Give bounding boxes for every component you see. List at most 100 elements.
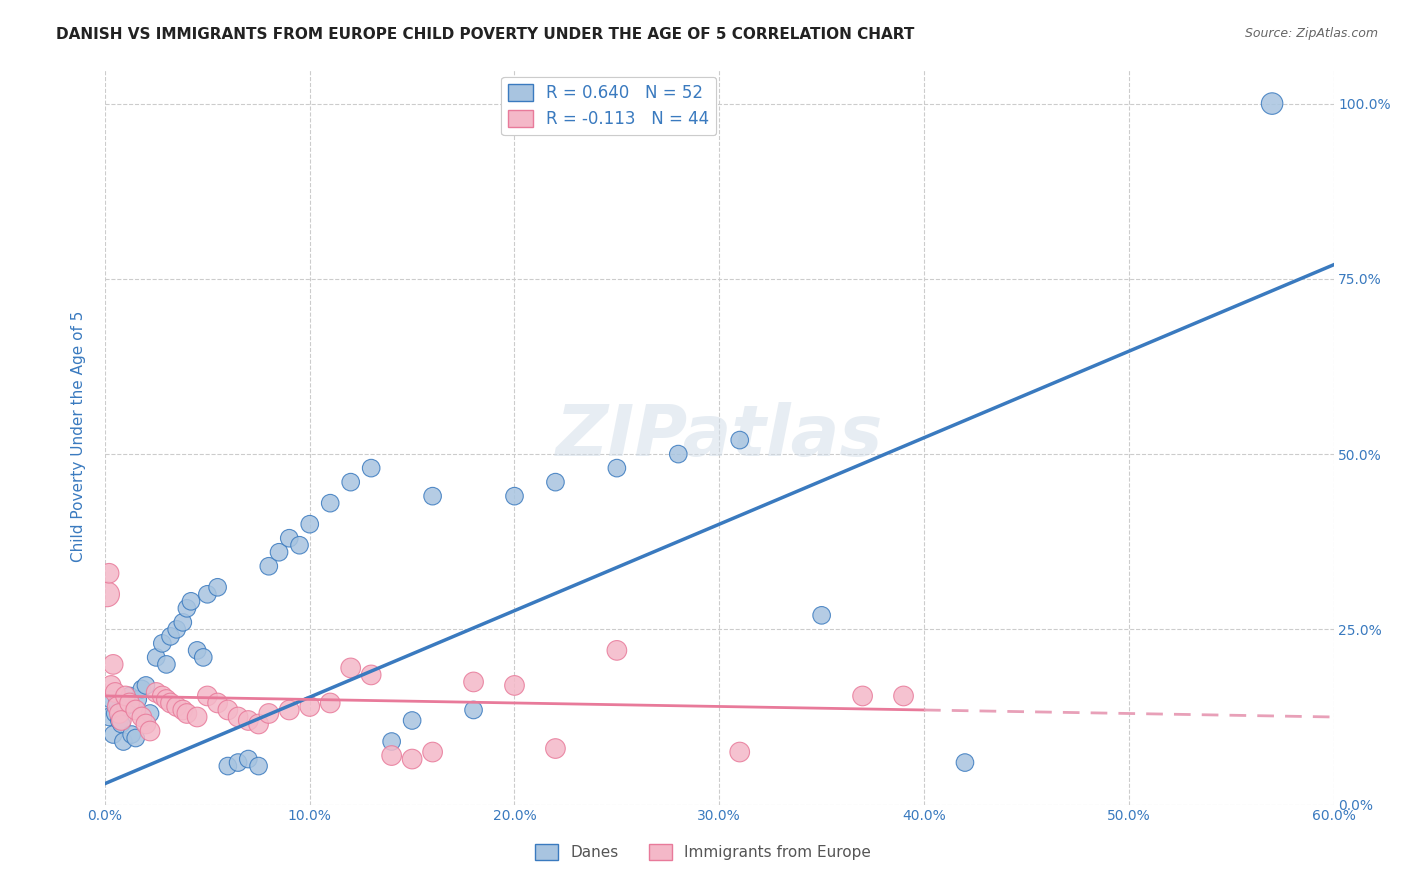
Point (110, 717, 132, 731)
Point (257, 559, 280, 574)
Point (172, 703, 194, 717)
Point (195, 587, 218, 601)
Point (544, 741, 567, 756)
Point (267, 545, 290, 559)
Point (257, 706, 280, 721)
Point (360, 461, 382, 475)
Point (238, 714, 260, 728)
Point (381, 748, 404, 763)
Point (131, 710, 153, 724)
Point (728, 745, 751, 759)
Point (108, 706, 131, 721)
Legend: Danes, Immigrants from Europe: Danes, Immigrants from Europe (529, 838, 877, 866)
Point (217, 703, 239, 717)
Point (422, 489, 444, 503)
Point (207, 580, 229, 594)
Point (503, 678, 526, 692)
Point (118, 689, 141, 703)
Point (114, 689, 136, 703)
Y-axis label: Child Poverty Under the Age of 5: Child Poverty Under the Age of 5 (72, 311, 86, 562)
Point (401, 752, 423, 766)
Point (186, 643, 208, 657)
Point (104, 685, 127, 699)
Point (105, 699, 128, 714)
Point (278, 703, 301, 717)
Point (155, 692, 177, 706)
Point (100, 678, 122, 692)
Point (96, 587, 118, 601)
Point (118, 696, 141, 710)
Point (100, 692, 122, 706)
Point (145, 650, 167, 665)
Point (166, 699, 188, 714)
Point (101, 727, 124, 741)
Point (278, 531, 301, 545)
Point (135, 717, 157, 731)
Point (110, 714, 132, 728)
Point (606, 461, 628, 475)
Point (319, 696, 342, 710)
Point (176, 601, 198, 615)
Point (288, 538, 311, 552)
Point (127, 692, 149, 706)
Point (176, 706, 198, 721)
Point (159, 629, 181, 643)
Point (150, 689, 173, 703)
Point (247, 759, 270, 773)
Point (121, 727, 143, 741)
Point (112, 734, 135, 748)
Point (207, 696, 229, 710)
Point (150, 636, 173, 650)
Legend: R = 0.640   N = 52, R = -0.113   N = 44: R = 0.640 N = 52, R = -0.113 N = 44 (502, 77, 716, 135)
Point (145, 685, 167, 699)
Point (172, 615, 194, 630)
Point (166, 623, 188, 637)
Point (101, 657, 124, 672)
Point (180, 594, 202, 608)
Point (893, 689, 915, 703)
Point (105, 696, 128, 710)
Point (98, 710, 121, 724)
Point (226, 756, 249, 770)
Point (247, 717, 270, 731)
Point (544, 475, 567, 490)
Text: ZIPatlas: ZIPatlas (555, 402, 883, 471)
Point (851, 689, 873, 703)
Text: Source: ZipAtlas.com: Source: ZipAtlas.com (1244, 27, 1378, 40)
Point (401, 714, 423, 728)
Point (463, 703, 485, 717)
Point (135, 678, 157, 692)
Point (298, 699, 321, 714)
Point (339, 475, 361, 490)
Point (728, 433, 751, 447)
Point (125, 731, 148, 745)
Point (319, 496, 342, 510)
Point (104, 706, 127, 721)
Point (463, 675, 485, 690)
Point (139, 706, 162, 721)
Point (125, 703, 148, 717)
Point (1261, 96, 1284, 111)
Point (666, 447, 689, 461)
Point (159, 696, 181, 710)
Point (217, 759, 239, 773)
Point (98, 566, 121, 581)
Point (108, 714, 131, 728)
Point (238, 752, 260, 766)
Point (186, 710, 208, 724)
Point (298, 517, 321, 532)
Point (810, 608, 832, 623)
Point (422, 745, 444, 759)
Text: DANISH VS IMMIGRANTS FROM EUROPE CHILD POVERTY UNDER THE AGE OF 5 CORRELATION CH: DANISH VS IMMIGRANTS FROM EUROPE CHILD P… (56, 27, 915, 42)
Point (606, 643, 628, 657)
Point (155, 657, 177, 672)
Point (114, 699, 136, 714)
Point (139, 724, 162, 739)
Point (193, 650, 215, 665)
Point (360, 668, 382, 682)
Point (339, 661, 361, 675)
Point (953, 756, 976, 770)
Point (226, 710, 249, 724)
Point (195, 689, 218, 703)
Point (381, 734, 404, 748)
